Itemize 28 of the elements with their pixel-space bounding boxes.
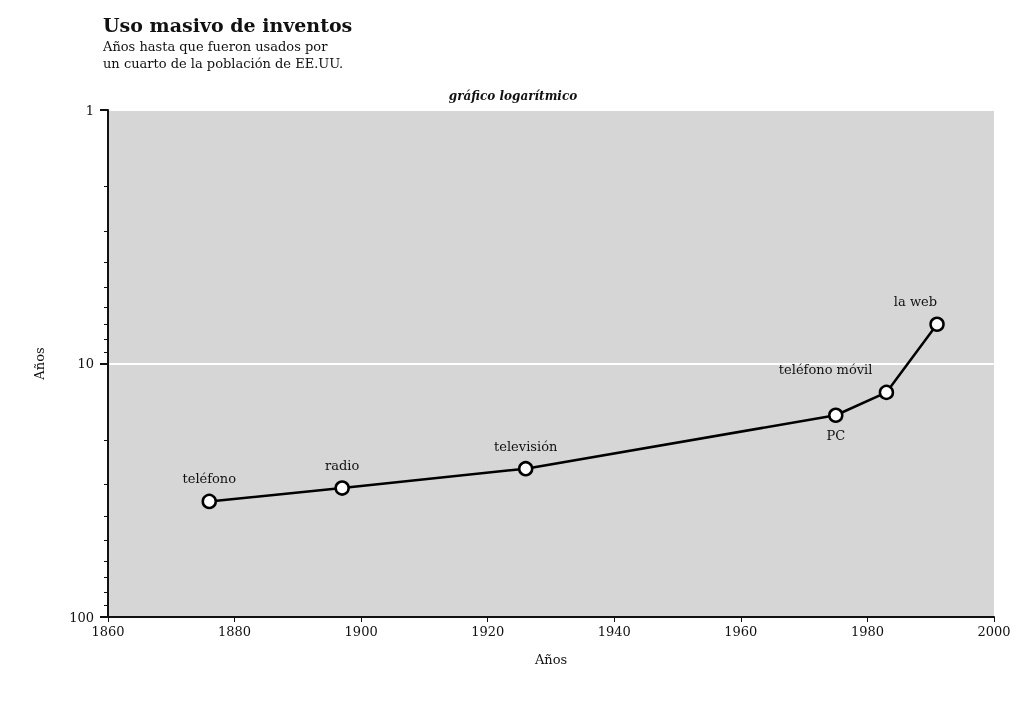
- point: [201, 493, 218, 510]
- x-tick-label: 1860: [91, 624, 125, 639]
- annotation: radio: [325, 458, 360, 474]
- x-tick-label: 1920: [471, 624, 505, 639]
- y-axis-title: Años: [32, 347, 47, 381]
- text: gráfico logarítmico: [448, 89, 578, 103]
- x-tick-label: 2000: [977, 624, 1011, 639]
- annotation: televisión: [494, 438, 558, 454]
- y-tick-label: 10: [77, 356, 94, 371]
- x-tick-label: 1980: [850, 624, 884, 639]
- y-tick-label: 1: [85, 102, 94, 118]
- x-axis-title: Años: [533, 652, 568, 667]
- x-tick-label: 1940: [597, 624, 631, 639]
- chart-subtitle: Años hasta que fueron usados por un cuarto de la población de EE.UU.: [102, 39, 344, 71]
- x-tick-label: 1960: [724, 624, 758, 639]
- x-tick-label: 1880: [218, 624, 252, 639]
- y-tick-label: 100: [69, 609, 94, 625]
- point: [828, 407, 844, 423]
- annotation: la web: [893, 294, 938, 310]
- point: [878, 384, 895, 401]
- annotation: teléfono: [182, 471, 237, 487]
- annotation: teléfono móvil: [778, 362, 873, 378]
- annotation: PC: [826, 428, 846, 444]
- point: [517, 460, 534, 477]
- point: [929, 316, 945, 332]
- chart-title: Uso masivo de inventos: [103, 13, 353, 36]
- point: [334, 480, 350, 496]
- x-tick-label: 1900: [344, 624, 378, 639]
